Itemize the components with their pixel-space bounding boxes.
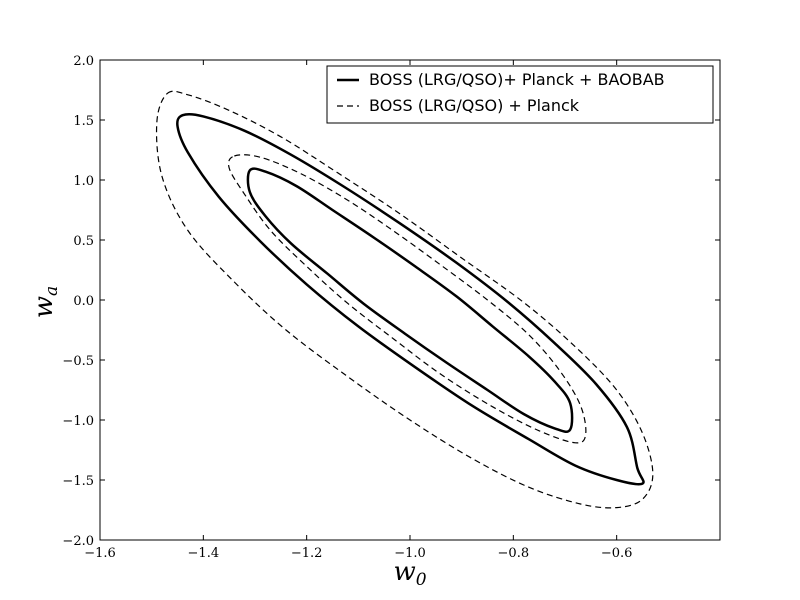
y-axis-label-subscript: a <box>42 286 62 296</box>
contour-solid-inner <box>246 167 574 433</box>
y-tick-label: 2.0 <box>73 54 94 69</box>
legend-entry-0: BOSS (LRG/QSO)+ Planck + BAOBAB <box>369 70 665 89</box>
y-tick-label: −1.5 <box>62 474 94 489</box>
contour-dashed-outer <box>155 90 654 509</box>
x-tick-label: −1.2 <box>291 546 323 561</box>
x-tick-label: −0.8 <box>498 546 530 561</box>
x-tick-label: −1.0 <box>394 546 426 561</box>
x-axis-label: w0 <box>393 557 426 590</box>
x-axis-label-subscript: 0 <box>416 570 427 590</box>
contour-solid-outer <box>176 112 645 486</box>
y-tick-label: 1.0 <box>73 174 94 189</box>
contour-lines <box>155 90 654 509</box>
y-axis-label-main: w <box>29 296 59 318</box>
legend-box <box>326 65 714 124</box>
y-axis-label: wa <box>29 286 62 318</box>
y-tick-label: 1.5 <box>73 114 94 129</box>
y-tick-label: −1.0 <box>62 414 94 429</box>
x-tick-label: −0.6 <box>601 546 633 561</box>
x-axis-label-main: w <box>393 557 415 587</box>
x-tick-label: −1.4 <box>188 546 220 561</box>
y-tick-label: 0.5 <box>73 234 94 249</box>
legend: BOSS (LRG/QSO)+ Planck + BAOBAB BOSS (LR… <box>326 65 714 124</box>
y-tick-label: −0.5 <box>62 354 94 369</box>
axis-ticks: −1.6 −1.4 −1.2 −1.0 −0.8 −0.6 −2.0 −1.5 −1.0 −0.5… <box>62 54 720 561</box>
x-tick-label: −1.6 <box>84 546 116 561</box>
contour-dashed-inner <box>227 154 587 444</box>
y-tick-label: −2.0 <box>62 534 94 549</box>
legend-entry-1: BOSS (LRG/QSO) + Planck <box>369 96 580 115</box>
axes-frame <box>99 59 721 541</box>
y-tick-label: 0.0 <box>73 294 94 309</box>
